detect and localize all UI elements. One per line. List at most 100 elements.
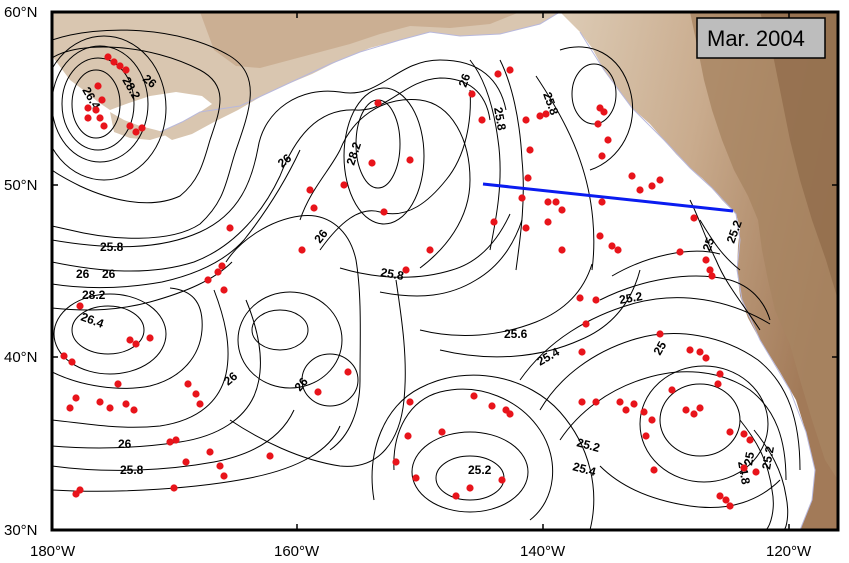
contour-label: 25 xyxy=(741,451,757,467)
float-marker xyxy=(650,466,658,474)
contour-label: 25.8 xyxy=(120,463,144,477)
float-marker xyxy=(518,194,526,202)
y-tick-label: 30°N xyxy=(4,522,38,539)
float-marker xyxy=(392,458,400,466)
tick-marks xyxy=(52,11,838,531)
float-marker xyxy=(616,398,624,406)
float-marker xyxy=(438,428,446,436)
float-marker xyxy=(84,104,92,112)
float-marker xyxy=(696,348,704,356)
float-marker xyxy=(600,108,608,116)
float-marker xyxy=(146,334,154,342)
contour-label: 25.2 xyxy=(759,445,777,471)
float-marker xyxy=(96,398,104,406)
float-marker xyxy=(426,246,434,254)
float-marker xyxy=(604,136,612,144)
float-marker xyxy=(628,172,636,180)
float-marker xyxy=(130,406,138,414)
plot-frame xyxy=(50,10,840,532)
alaska-relief xyxy=(200,12,520,68)
float-marker xyxy=(494,70,502,78)
float-marker xyxy=(714,380,722,388)
mountain-relief-high xyxy=(760,12,838,300)
float-marker xyxy=(544,218,552,226)
float-marker xyxy=(298,246,306,254)
float-marker xyxy=(138,124,146,132)
float-marker xyxy=(702,256,710,264)
float-marker xyxy=(126,122,134,130)
float-marker xyxy=(578,398,586,406)
float-marker xyxy=(716,370,724,378)
float-marker xyxy=(220,472,228,480)
float-marker xyxy=(648,416,656,424)
float-marker xyxy=(184,380,192,388)
float-marker xyxy=(204,276,212,284)
float-marker xyxy=(522,224,530,232)
float-marker xyxy=(402,266,410,274)
float-marker xyxy=(166,438,174,446)
contour-label: 25.2 xyxy=(468,463,492,477)
float-marker xyxy=(582,320,590,328)
float-marker xyxy=(708,272,716,280)
float-marker xyxy=(72,490,80,498)
float-marker xyxy=(558,246,566,254)
float-marker xyxy=(60,352,68,360)
float-marker xyxy=(640,408,648,416)
float-marker xyxy=(466,484,474,492)
contour-label: 25.4 xyxy=(571,459,597,479)
float-marker xyxy=(578,348,586,356)
float-marker xyxy=(642,432,650,440)
x-tick-label: 120°W xyxy=(766,543,812,560)
float-marker xyxy=(406,156,414,164)
float-marker xyxy=(468,90,476,98)
float-marker xyxy=(716,492,724,500)
float-marker xyxy=(100,122,108,130)
x-tick-label: 140°W xyxy=(520,543,566,560)
float-marker xyxy=(66,404,74,412)
float-marker xyxy=(676,248,684,256)
contour-label: 25 xyxy=(650,339,669,358)
float-marker xyxy=(524,174,532,182)
float-marker xyxy=(106,404,114,412)
float-marker xyxy=(368,159,376,167)
float-marker xyxy=(690,410,698,418)
float-marker xyxy=(522,116,530,124)
float-marker xyxy=(182,458,190,466)
contour-label: 28.2 xyxy=(344,140,365,167)
float-marker xyxy=(72,394,80,402)
float-marker xyxy=(92,106,100,114)
float-marker xyxy=(656,176,664,184)
date-label: Mar. 2004 xyxy=(707,26,805,51)
float-marker xyxy=(686,346,694,354)
float-marker xyxy=(122,66,130,74)
float-marker xyxy=(114,380,122,388)
float-marker xyxy=(608,242,616,250)
contour-label: 25.6 xyxy=(504,327,528,341)
float-marker xyxy=(192,390,200,398)
float-marker xyxy=(726,502,734,510)
float-marker xyxy=(196,400,204,408)
float-marker xyxy=(544,198,552,206)
float-marker xyxy=(656,330,664,338)
float-marker xyxy=(506,66,514,74)
date-label-box: Mar. 2004 xyxy=(696,17,826,59)
float-marker xyxy=(622,406,630,414)
contour-label: 25.8 xyxy=(100,240,124,254)
float-marker xyxy=(752,468,760,476)
float-marker xyxy=(506,410,514,418)
coastline-west xyxy=(579,31,816,530)
contour-label: 26 xyxy=(102,267,116,281)
float-marker xyxy=(470,392,478,400)
float-marker xyxy=(266,452,274,460)
float-marker xyxy=(702,354,710,362)
float-marker xyxy=(310,204,318,212)
float-marker xyxy=(722,496,730,504)
float-marker xyxy=(122,400,130,408)
float-marker xyxy=(306,186,314,194)
float-marker xyxy=(98,96,106,104)
float-marker xyxy=(116,62,124,70)
contour-label: 25.8 xyxy=(491,106,509,132)
float-marker xyxy=(314,388,322,396)
transect-line xyxy=(482,182,734,213)
